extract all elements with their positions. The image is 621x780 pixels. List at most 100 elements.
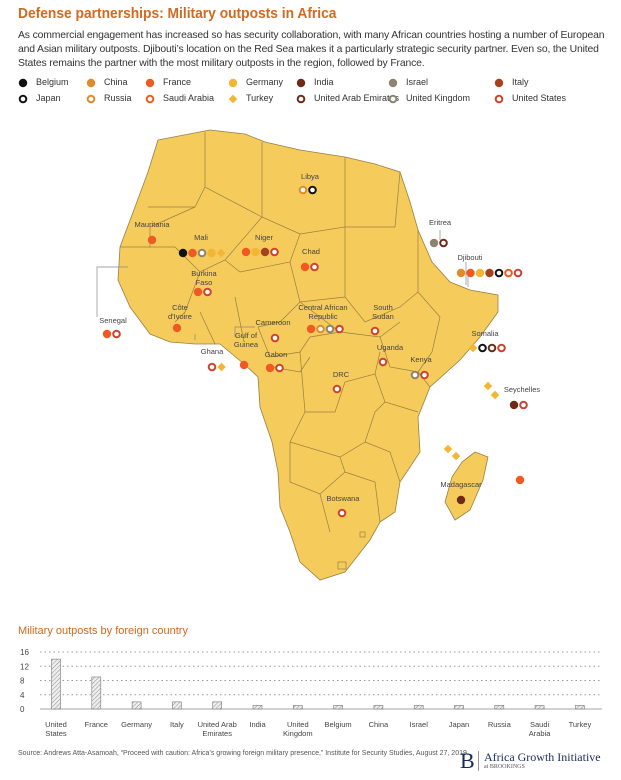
marker-ghana-turkey (217, 362, 226, 372)
marker-somalia-japan (478, 343, 487, 353)
marker-djibouti-japan (494, 268, 504, 278)
marker-niger-italy (260, 247, 270, 257)
lesotho (337, 561, 347, 570)
marker-mali-belgium (178, 248, 188, 258)
marker-central-african-republic-russia (316, 324, 325, 334)
legend-item-israel: Israel (388, 77, 498, 89)
marker-niger-germany (251, 247, 260, 257)
africa-map: Libya Eritrea Mauritania Mali Niger Chad Djibo… (96, 129, 541, 581)
legend-item-united-arab-emirates: United Arab Emirates (296, 93, 406, 105)
bar-chart: 0 4 8 12 16 United States France Germany Italy Uni… (20, 648, 602, 738)
country-borders (120, 132, 441, 533)
legend-marker-france (145, 78, 155, 88)
marker-niger-france (241, 247, 251, 257)
y-tick-label: 0 (20, 705, 25, 714)
country-label-chad: Chad (302, 247, 320, 256)
bar-saudi-arabia (534, 705, 545, 710)
legend-label: Russia (104, 93, 132, 103)
x-tick-label: Russia (488, 720, 512, 729)
legend-marker-china (86, 78, 96, 88)
country-label-drc: DRC (333, 370, 350, 379)
country-label-kenya: Kenya (410, 355, 432, 364)
bar-united-states (51, 658, 61, 710)
legend-item-united-kingdom: United Kingdom (388, 93, 498, 105)
country-label-gulf-of-guinea: Gulf of Guinea (234, 331, 259, 349)
island-diamond-1 (490, 390, 500, 400)
country-label-mauritania: Mauritania (134, 220, 170, 229)
legend-item-germany: Germany (228, 77, 338, 89)
marker-cameroon-united-states (270, 333, 280, 343)
legend-marker-israel (388, 78, 398, 88)
legend-marker-india (296, 78, 306, 88)
country-label-gabon: Gabon (265, 350, 288, 359)
marker-kenya-united-states (420, 370, 429, 380)
bar-israel (413, 705, 424, 710)
leader-lines (96, 230, 469, 340)
island-dot-0 (515, 475, 525, 485)
marker-central-african-republic-france (306, 324, 316, 334)
marker-mauritania-france (147, 235, 157, 245)
marker-madagascar-india (456, 495, 466, 505)
marker-gabon-united-states (275, 363, 284, 373)
bar-china (373, 705, 384, 710)
legend-label: Germany (246, 77, 284, 87)
marker-libya-japan (308, 185, 317, 195)
legend-marker-turkey (228, 94, 238, 104)
marker-seychelles-india (509, 400, 519, 410)
marker-burkina-faso-france (193, 287, 203, 297)
marker-djibouti-italy (485, 268, 494, 278)
marker-kenya-united-kingdom (410, 370, 420, 380)
bar-japan (454, 705, 464, 710)
country-label-seychelles: Seychelles (504, 385, 541, 394)
marker-chad-united-states (310, 262, 319, 272)
marker-djibouti-saudi-arabia (504, 268, 513, 278)
x-tick-label: Italy (170, 720, 184, 729)
legend-label: Israel (406, 77, 429, 87)
country-label-madagascar: Madagascar (440, 480, 482, 489)
marker-djibouti-france (466, 268, 475, 278)
marker-eritrea-israel (429, 238, 439, 248)
intro-text: As commercial engagement has increased s… (18, 30, 605, 69)
bar-belgium (333, 705, 343, 710)
africa-mainland (117, 129, 499, 581)
legend-label: United Kingdom (406, 93, 471, 103)
legend-item-italy: Italy (494, 77, 604, 89)
country-label-libya: Libya (301, 172, 320, 181)
legend-marker-italy (494, 78, 504, 88)
marker-seychelles-united-states (519, 400, 528, 410)
legend-marker-united-states (494, 94, 504, 104)
legend-item-japan: Japan (18, 93, 128, 105)
y-tick-label: 8 (20, 677, 25, 686)
bar-united-kingdom (292, 705, 303, 710)
legend-item-united-states: United States (494, 93, 604, 105)
x-tick-label: France (85, 720, 108, 729)
legend-item-saudi-arabia: Saudi Arabia (145, 93, 255, 105)
country-label-south-sudan: South Sudan (372, 303, 394, 321)
legend-marker-russia (86, 94, 96, 104)
bar-france (91, 676, 102, 710)
marker-djibouti-united-states (513, 268, 523, 278)
legend-marker-japan (18, 94, 28, 104)
marker-mali-germany (207, 248, 216, 258)
marker-ghana-united-states (207, 362, 217, 372)
x-tick-label: United States (45, 720, 67, 738)
madagascar (444, 451, 489, 521)
brookings-logo: B Africa Growth Initiative at BROOKINGS (460, 748, 610, 774)
country-label-uganda: Uganda (377, 343, 404, 352)
bar-italy (172, 701, 182, 710)
legend-item-turkey: Turkey (228, 93, 338, 105)
land-mass (117, 129, 499, 581)
country-label-c-te-d-ivoire: Côte d'Ivoire (168, 303, 192, 321)
marker-eritrea-united-arab-emirates (439, 238, 448, 248)
chart-title: Military outposts by foreign country (18, 625, 188, 637)
marker-central-african-republic-united-kingdom (325, 324, 335, 334)
x-tick-label: Saudi Arabia (529, 720, 552, 738)
legend-marker-saudi-arabia (145, 94, 155, 104)
x-tick-label: Israel (410, 720, 429, 729)
legend-item-belgium: Belgium (18, 77, 128, 89)
x-tick-label: Germany (121, 720, 152, 729)
legend-label: India (314, 77, 334, 87)
legend-label: Japan (36, 93, 61, 103)
x-tick-label: Belgium (325, 720, 352, 729)
legend-label: United Arab Emirates (314, 93, 400, 103)
